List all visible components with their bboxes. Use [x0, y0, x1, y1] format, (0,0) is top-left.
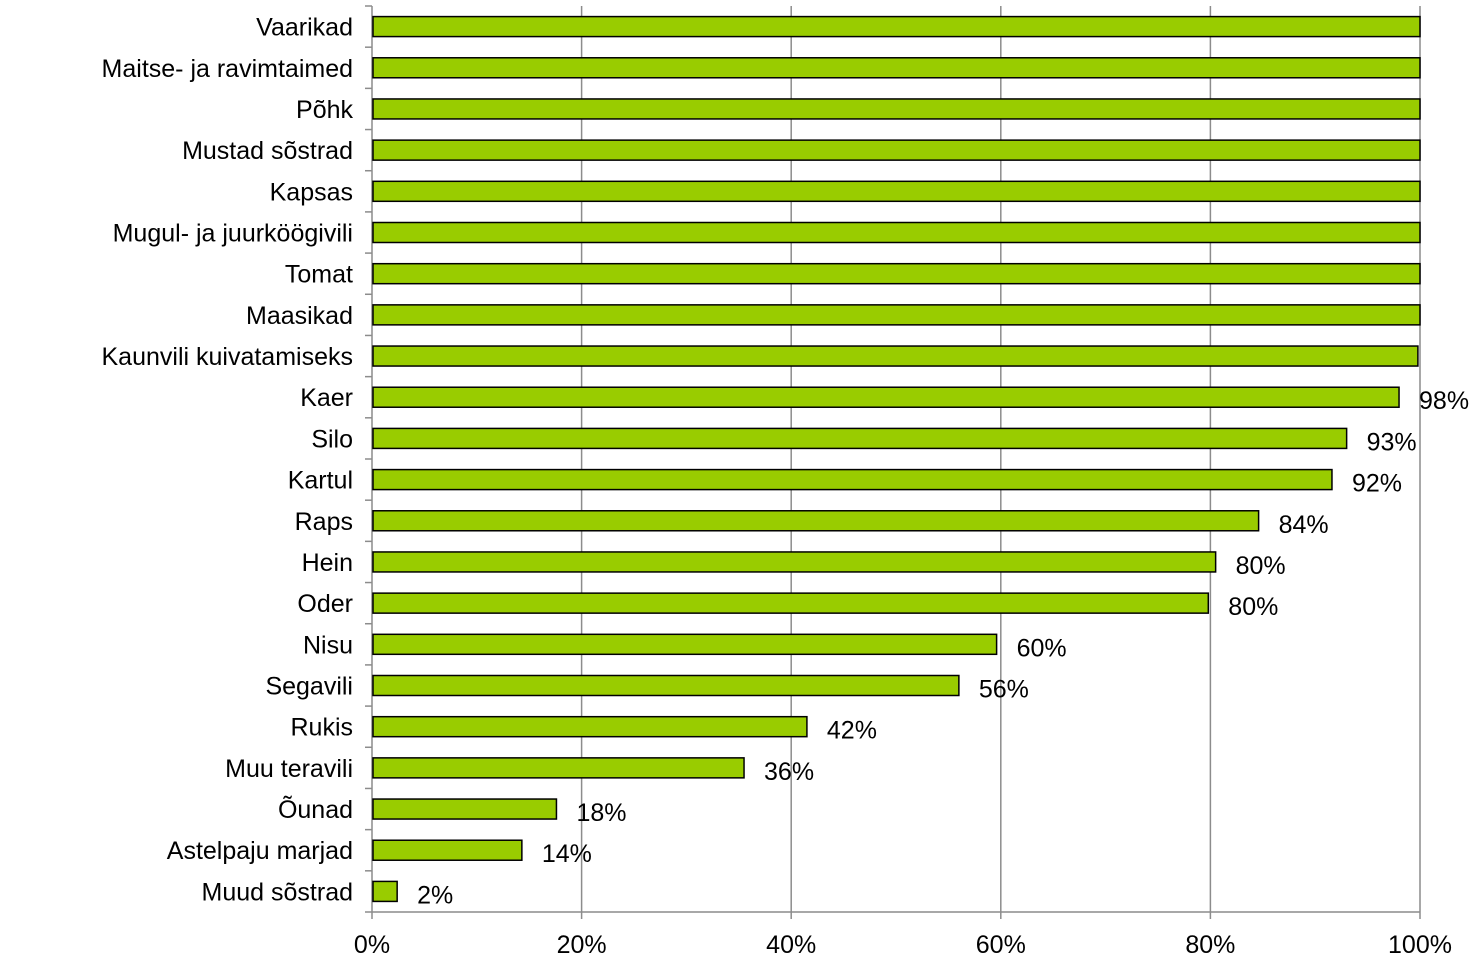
category-label: Hein	[302, 549, 353, 577]
category-label: Põhk	[296, 96, 353, 124]
bar	[372, 674, 960, 697]
bar	[372, 221, 1421, 244]
data-label: 80%	[1228, 593, 1278, 621]
bar	[372, 139, 1421, 161]
x-tick-label: 40%	[766, 931, 816, 956]
x-tick-label: 100%	[1388, 931, 1452, 956]
category-label: Astelpaju marjad	[167, 837, 353, 865]
category-label: Vaarikad	[256, 14, 353, 42]
x-tick-label: 80%	[1185, 931, 1235, 956]
category-label: Tomat	[285, 261, 353, 289]
category-label: Kartul	[288, 467, 353, 495]
x-tick-label: 0%	[354, 931, 390, 956]
bar	[372, 551, 1217, 573]
data-label: 56%	[979, 676, 1029, 704]
category-label: Muu teravili	[225, 755, 353, 783]
data-label: 18%	[576, 799, 626, 827]
bar	[372, 715, 808, 738]
category-label: Nisu	[303, 631, 353, 659]
bar	[372, 468, 1333, 491]
data-label: 92%	[1352, 470, 1402, 498]
category-label: Raps	[295, 508, 353, 536]
bar	[372, 633, 998, 656]
data-label: 60%	[1017, 634, 1067, 662]
bar	[372, 57, 1421, 79]
data-label: 93%	[1367, 428, 1417, 456]
data-label: 14%	[542, 840, 592, 868]
bar	[372, 15, 1421, 38]
bar	[372, 592, 1210, 614]
data-label: 2%	[417, 881, 453, 909]
bar	[372, 345, 1419, 367]
x-tick-label: 20%	[557, 931, 607, 956]
category-label: Muud sõstrad	[202, 878, 353, 906]
bar	[372, 386, 1400, 408]
x-tick-label: 60%	[976, 931, 1026, 956]
category-label: Kaunvili kuivatamiseks	[102, 343, 354, 371]
category-label: Mugul- ja juurköögivili	[113, 220, 353, 248]
data-label: 84%	[1279, 511, 1329, 539]
category-label: Maitse- ja ravimtaimed	[102, 55, 353, 83]
category-label: Maasikad	[246, 302, 353, 330]
category-label: Oder	[297, 590, 353, 618]
category-label: Kaer	[300, 384, 353, 412]
bar	[372, 98, 1421, 120]
category-label: Segavili	[265, 673, 353, 701]
bar	[372, 757, 745, 779]
category-label: Silo	[311, 425, 353, 453]
data-label: 42%	[827, 717, 877, 745]
bar	[372, 798, 558, 820]
category-label: Rukis	[290, 714, 353, 742]
data-label: 98%	[1419, 387, 1469, 415]
bar	[372, 510, 1260, 532]
bar	[372, 427, 1348, 450]
category-label: Õunad	[278, 795, 353, 824]
data-label: 80%	[1236, 552, 1286, 580]
category-label: Kapsas	[270, 178, 353, 206]
bar	[372, 880, 398, 903]
bar	[372, 180, 1421, 203]
data-label: 36%	[764, 758, 814, 786]
bar	[372, 304, 1421, 326]
bar	[372, 262, 1421, 285]
category-label: Mustad sõstrad	[182, 137, 353, 165]
bar	[372, 839, 523, 861]
